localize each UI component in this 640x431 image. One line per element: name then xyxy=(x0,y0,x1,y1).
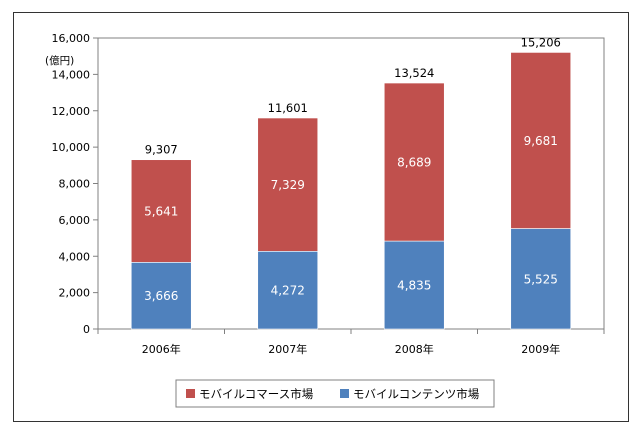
bar-segment xyxy=(130,159,192,263)
total-value-label: 13,524 xyxy=(394,66,434,80)
axes: 0 2,000 4,000 6,000 8,000 10,000 12,000 14,000 1… xyxy=(52,32,605,336)
x-category-label: 2007年 xyxy=(268,342,307,356)
y-tick-label: 16,000 xyxy=(52,32,91,45)
segment-value-label: 9,681 xyxy=(524,134,558,148)
y-tick-label: 6,000 xyxy=(59,214,91,227)
legend: モバイルコマース市場 モバイルコンテンツ市場 xyxy=(175,379,495,408)
segment-value-label: 5,641 xyxy=(144,205,178,219)
x-category-label: 2008年 xyxy=(395,342,434,356)
y-tick-label: 4,000 xyxy=(59,250,91,263)
segment-value-label: 7,329 xyxy=(271,178,305,192)
segment-value-label: 4,835 xyxy=(397,279,431,293)
segment-value-label: 4,272 xyxy=(271,284,305,298)
y-tick-label: 12,000 xyxy=(52,105,91,118)
labels: 3,666 5,641 9,307 2006年 4,272 7,329 11,601 2007… xyxy=(142,35,561,356)
legend-swatch xyxy=(186,389,195,398)
bar-segment xyxy=(257,251,319,330)
legend-label: モバイルコンテンツ市場 xyxy=(353,387,480,401)
y-unit-label: (億円) xyxy=(45,54,74,67)
bar-segment xyxy=(510,228,572,330)
bar-segment xyxy=(130,262,192,330)
x-category-label: 2006年 xyxy=(142,342,181,356)
segment-value-label: 3,666 xyxy=(144,289,178,303)
y-tick-label: 0 xyxy=(83,323,90,336)
total-value-label: 11,601 xyxy=(268,101,308,115)
y-tick-label: 8,000 xyxy=(59,178,91,191)
segment-value-label: 5,525 xyxy=(524,272,558,286)
x-category-label: 2009年 xyxy=(521,342,560,356)
y-tick-label: 14,000 xyxy=(52,68,91,81)
legend-swatch xyxy=(340,389,349,398)
bar-segment xyxy=(383,82,445,242)
y-tick-label: 10,000 xyxy=(52,141,91,154)
bar-segment xyxy=(383,240,445,330)
bar-segment xyxy=(257,117,319,252)
bars xyxy=(130,52,572,330)
segment-value-label: 8,689 xyxy=(397,156,431,170)
legend-label: モバイルコマース市場 xyxy=(199,387,314,401)
legend-box xyxy=(175,379,495,408)
y-tick-label: 2,000 xyxy=(59,287,91,300)
total-value-label: 9,307 xyxy=(145,143,178,157)
total-value-label: 15,206 xyxy=(521,35,561,49)
bar-segment xyxy=(510,52,572,229)
